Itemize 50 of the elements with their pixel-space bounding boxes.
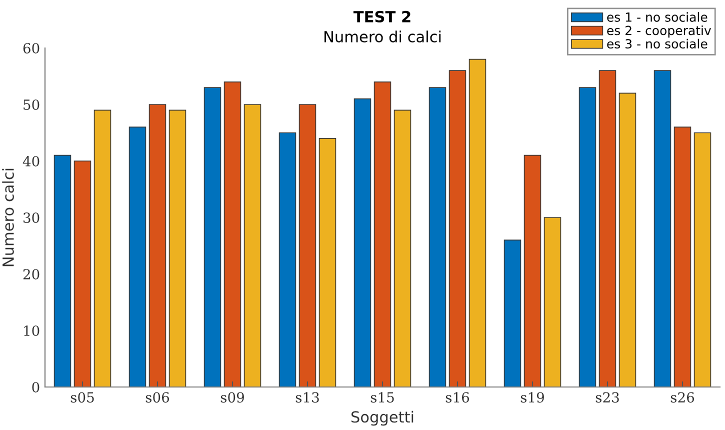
- y-tick-label: 30: [24, 212, 40, 223]
- bar: [128, 126, 146, 387]
- legend-label: es 3 - no sociale: [607, 38, 708, 49]
- x-tick-label: s26: [670, 392, 694, 403]
- x-tick-label: s23: [596, 392, 619, 403]
- x-tick-label: s09: [220, 392, 244, 403]
- bar: [278, 132, 296, 387]
- bar: [674, 126, 692, 387]
- bar: [654, 70, 672, 387]
- chart-subtitle: Numero di calci: [324, 30, 441, 42]
- bar: [244, 104, 262, 387]
- y-tick-label: 0: [32, 382, 40, 392]
- y-axis-title: Numero calci: [2, 168, 14, 266]
- y-tick-label: 20: [23, 268, 40, 280]
- bar: [148, 104, 166, 387]
- bar: [524, 154, 542, 387]
- bar: [354, 98, 372, 387]
- bar: [448, 70, 466, 387]
- bar: [394, 110, 412, 387]
- bar: [544, 217, 562, 387]
- bar: [298, 104, 316, 387]
- bar: [578, 87, 596, 387]
- bar: [598, 70, 616, 387]
- bar: [318, 138, 336, 387]
- x-tick-label: s19: [520, 392, 544, 403]
- bar: [224, 81, 242, 387]
- bar: [94, 110, 112, 387]
- bar: [618, 92, 636, 387]
- y-tick-label: 40: [22, 156, 40, 166]
- bar: [74, 160, 92, 387]
- bar: [204, 87, 222, 387]
- bar: [54, 154, 72, 387]
- x-tick-label: s16: [446, 392, 470, 403]
- legend-label: es 2 - cooperativ: [607, 26, 711, 38]
- bar: [504, 240, 522, 387]
- x-tick-label: s13: [296, 392, 319, 403]
- bar: [694, 132, 712, 387]
- x-tick-label: s15: [370, 392, 394, 403]
- bar: [168, 110, 186, 387]
- chart-title: TEST 2: [353, 10, 410, 22]
- x-tick-label: s06: [146, 392, 170, 403]
- bar: [374, 81, 392, 387]
- y-tick-label: 60: [23, 42, 40, 54]
- y-tick-label: 10: [24, 325, 40, 336]
- bar: [468, 58, 486, 387]
- x-tick-label: s05: [70, 392, 94, 403]
- y-tick-label: 50: [24, 99, 40, 110]
- legend-label: es 1 - no sociale: [607, 12, 708, 22]
- x-axis-title: Soggetti: [351, 410, 414, 426]
- bar: [428, 87, 446, 387]
